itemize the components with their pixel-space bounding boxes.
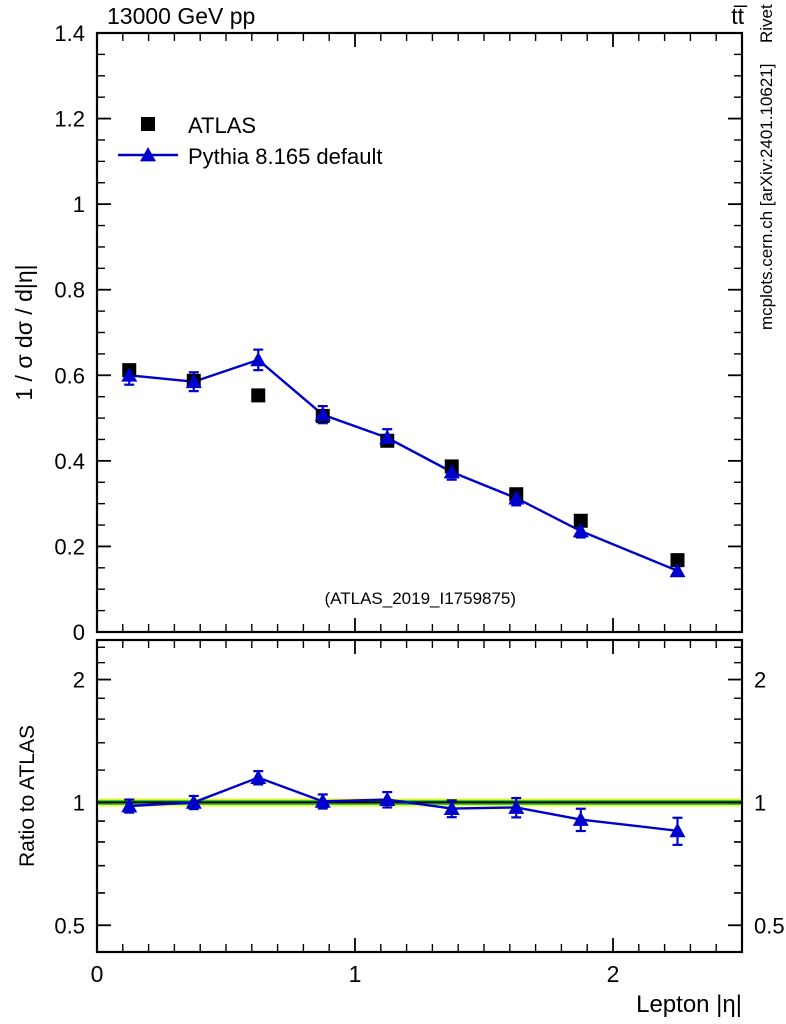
ratio-point-marker bbox=[669, 822, 686, 838]
side-label-mcplots: mcplots.cern.ch [arXiv:2401.10621] bbox=[757, 64, 776, 330]
ratio-point-marker bbox=[185, 794, 202, 809]
legend-label-mc: Pythia 8.165 default bbox=[188, 144, 382, 169]
data-point-marker bbox=[670, 553, 685, 568]
ratio-point-marker bbox=[508, 799, 525, 814]
y-tick-label: 0.6 bbox=[54, 363, 85, 388]
header-left-title: 13000 GeV pp bbox=[107, 3, 255, 29]
x-tick-label: 1 bbox=[349, 961, 362, 987]
ratio-point-marker bbox=[572, 811, 589, 826]
ratio-y-axis-title: Ratio to ATLAS bbox=[16, 725, 39, 867]
legend-label-atlas: ATLAS bbox=[188, 113, 256, 138]
mc-point-marker bbox=[669, 562, 686, 578]
y-tick-label: 0.2 bbox=[54, 534, 85, 559]
y-tick-label: 0.8 bbox=[54, 278, 85, 303]
side-label-rivet: Rivet 4.1.0, 100k events bbox=[757, 0, 776, 43]
ratio-point-marker bbox=[379, 791, 396, 806]
mc-curve bbox=[129, 358, 678, 572]
header-right-title: tt̅ bbox=[731, 3, 747, 29]
mc-point-marker bbox=[508, 490, 525, 505]
mc-point-marker bbox=[250, 351, 267, 367]
mc-point-marker bbox=[443, 463, 460, 479]
mc-point-marker bbox=[185, 373, 202, 389]
mc-point-marker bbox=[379, 429, 396, 445]
y-tick-label: 0.4 bbox=[54, 449, 85, 474]
legend-marker-square bbox=[141, 117, 155, 131]
ratio-point-marker bbox=[314, 793, 331, 808]
y-axis-title: 1 / σ dσ / d|η| bbox=[11, 264, 37, 400]
y-tick-label: 0 bbox=[73, 620, 85, 645]
y-tick-label: 1 bbox=[73, 192, 85, 217]
y-tick-label: 1.4 bbox=[54, 21, 85, 46]
ratio-y-tick-label: 0.5 bbox=[54, 913, 85, 938]
ratio-y-tick-label: 2 bbox=[73, 668, 85, 693]
ratio-y-tick-label-right: 2 bbox=[754, 668, 766, 693]
ratio-y-tick-label-right: 1 bbox=[754, 790, 766, 815]
ratio-point-marker bbox=[121, 797, 138, 813]
data-point-marker bbox=[573, 513, 588, 528]
ratio-y-tick-label: 1 bbox=[73, 790, 85, 815]
mc-point-marker bbox=[572, 523, 589, 538]
x-tick-label: 0 bbox=[91, 961, 104, 987]
x-axis-title: Lepton |η| bbox=[636, 991, 742, 1018]
ratio-point-marker bbox=[443, 800, 460, 815]
legend-marker-triangle bbox=[140, 147, 156, 162]
mc-point-marker bbox=[314, 406, 331, 422]
mc-point-marker bbox=[121, 367, 138, 382]
watermark-label: (ATLAS_2019_I1759875) bbox=[325, 589, 517, 608]
x-tick-label: 2 bbox=[607, 961, 620, 987]
ratio-y-tick-label-right: 0.5 bbox=[754, 913, 785, 938]
data-point-marker bbox=[251, 388, 266, 403]
ratio-panel-frame bbox=[95, 638, 744, 954]
y-tick-label: 1.2 bbox=[54, 107, 85, 132]
ratio-point-marker bbox=[250, 769, 267, 785]
